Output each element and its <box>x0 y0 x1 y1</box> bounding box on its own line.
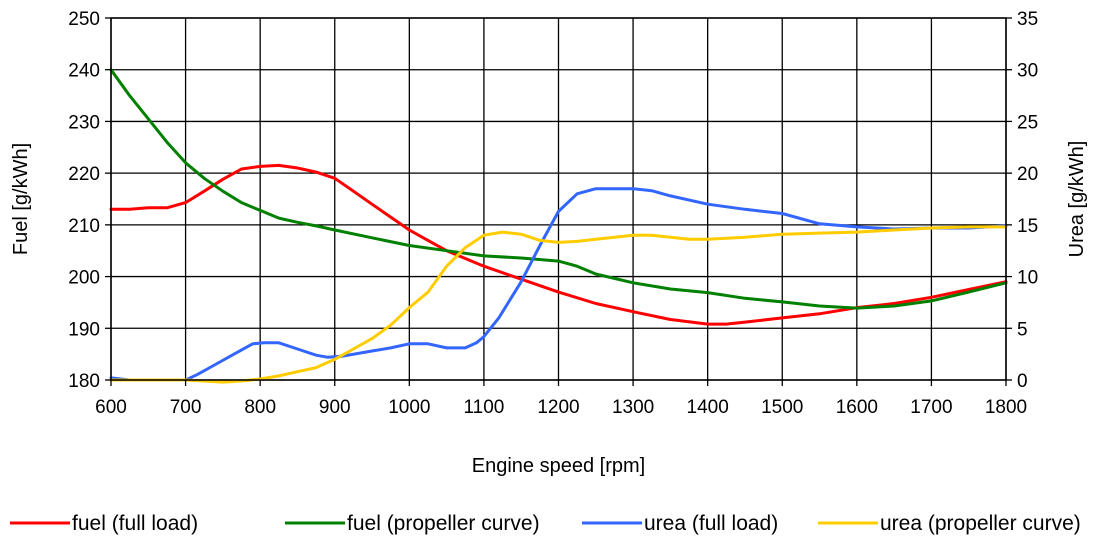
tick-labels: 600 700 800 900 1000 1100 1200 1300 1400 1500 1600… <box>68 9 1038 418</box>
left-y-tick-label: 230 <box>68 112 100 133</box>
x-tick-label: 1600 <box>836 397 878 418</box>
x-tick-label: 1700 <box>910 397 952 418</box>
x-tick-label: 1300 <box>612 397 654 418</box>
legend: fuel (full load) fuel (propeller curve) ur… <box>10 512 1081 535</box>
x-tick-label: 1000 <box>388 397 430 418</box>
x-tick-label: 1200 <box>537 397 579 418</box>
series-line-4 <box>109 225 1008 384</box>
series-lines <box>109 68 1008 384</box>
legend-label: urea (propeller curve) <box>880 512 1081 535</box>
left-y-axis-title: Fuel [g/kWh] <box>10 143 32 255</box>
right-y-tick-label: 30 <box>1017 61 1038 82</box>
right-y-tick-label: 10 <box>1017 268 1038 289</box>
left-y-tick-label: 180 <box>68 371 100 392</box>
right-y-tick-label: 0 <box>1017 371 1028 392</box>
left-y-tick-label: 210 <box>68 216 100 237</box>
x-tick-label: 600 <box>95 397 127 418</box>
legend-label: urea (full load) <box>644 512 778 535</box>
right-y-tick-label: 15 <box>1017 216 1038 237</box>
legend-label: fuel (full load) <box>72 512 198 535</box>
x-tick-label: 800 <box>244 397 276 418</box>
x-tick-label: 900 <box>319 397 351 418</box>
x-tick-label: 1400 <box>687 397 729 418</box>
left-y-tick-label: 240 <box>68 61 100 82</box>
x-tick-label: 1500 <box>761 397 803 418</box>
x-tick-label: 1100 <box>463 397 504 418</box>
x-tick-label: 1800 <box>985 397 1027 418</box>
left-y-tick-label: 250 <box>68 9 100 30</box>
right-y-tick-label: 20 <box>1017 164 1038 185</box>
x-tick-label: 700 <box>170 397 202 418</box>
series-line-3 <box>109 187 1008 382</box>
right-y-tick-label: 25 <box>1017 112 1038 133</box>
x-axis-title: Engine speed [rpm] <box>472 455 645 477</box>
series-line-2 <box>109 68 1008 310</box>
right-y-axis-title: Urea [g/kWh] <box>1066 141 1088 258</box>
left-y-tick-label: 190 <box>68 319 100 340</box>
right-y-tick-label: 35 <box>1017 9 1038 30</box>
legend-label: fuel (propeller curve) <box>347 512 540 535</box>
left-y-tick-label: 220 <box>68 164 100 185</box>
series-line-1 <box>109 163 1008 326</box>
right-y-tick-label: 5 <box>1017 319 1028 340</box>
grid <box>110 17 1007 381</box>
left-y-tick-label: 200 <box>68 268 100 289</box>
